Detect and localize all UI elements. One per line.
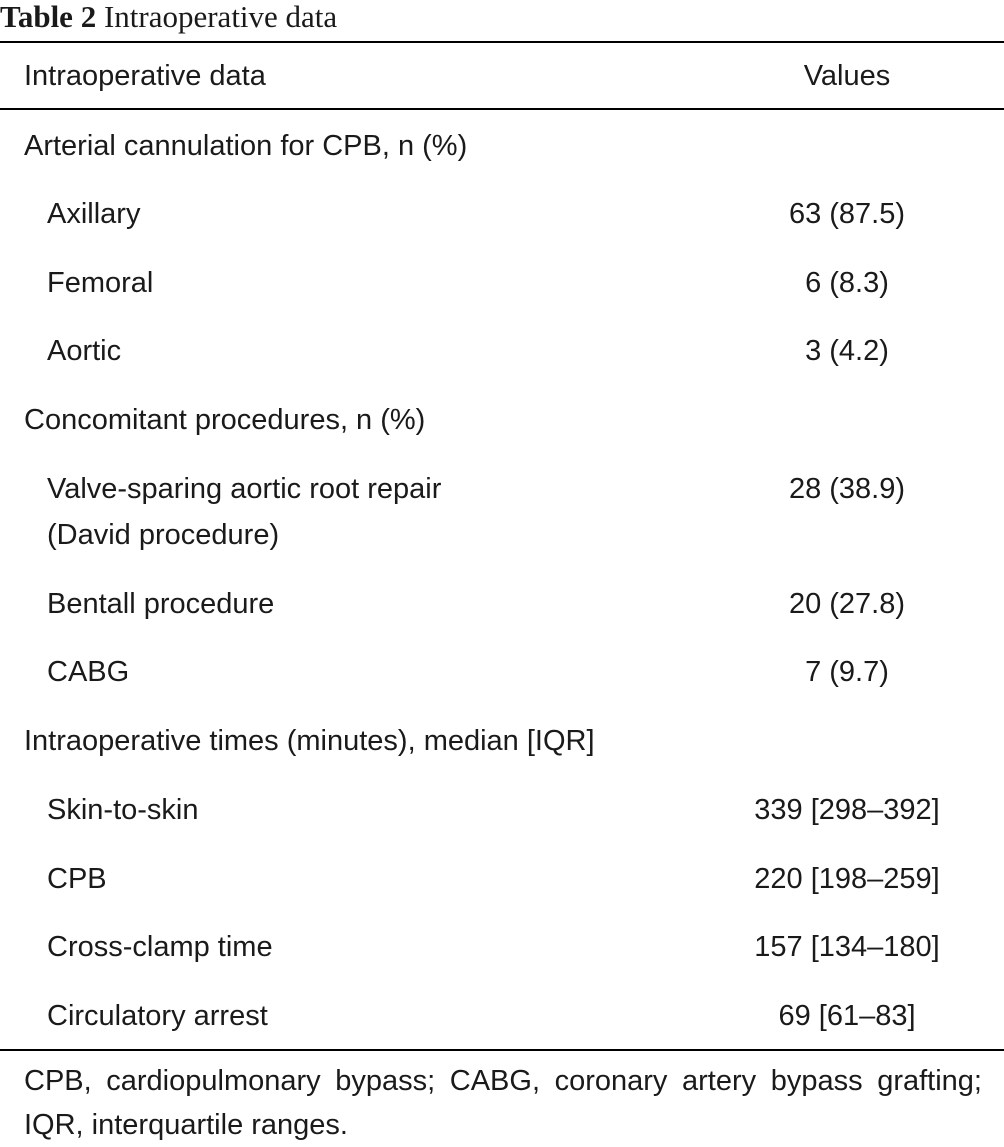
- section-label: Concomitant procedures, n (%): [24, 404, 426, 436]
- bottom-rule: [0, 1049, 1004, 1051]
- table-footnote: CPB, cardiopulmonary bypass; CABG, coron…: [24, 1065, 982, 1141]
- row-value: 339 [298–392]: [754, 794, 940, 826]
- section-label: Arterial cannulation for CPB, n (%): [24, 130, 468, 162]
- row-label-line2: (David procedure): [47, 519, 280, 551]
- row-value: 20 (27.8): [788, 588, 906, 620]
- row-value: 3 (4.2): [805, 335, 889, 367]
- row-value: 28 (38.9): [788, 473, 906, 505]
- row-label: CPB: [47, 863, 107, 895]
- row-value: 157 [134–180]: [754, 931, 940, 963]
- row-value: 69 [61–83]: [778, 1000, 916, 1032]
- row-value: 63 (87.5): [788, 198, 906, 230]
- table-number: Table 2: [0, 0, 97, 34]
- header-rule: [0, 108, 1004, 110]
- column-header-label: Intraoperative data: [24, 60, 266, 92]
- row-value: 220 [198–259]: [754, 863, 940, 895]
- row-label: Bentall procedure: [47, 588, 275, 620]
- row-label: Femoral: [47, 267, 154, 299]
- row-value: 7 (9.7): [805, 656, 889, 688]
- row-label: Cross-clamp time: [47, 931, 273, 963]
- table-caption: Table 2 Intraoperative data: [0, 0, 337, 40]
- row-label: Aortic: [47, 335, 122, 367]
- row-label: Axillary: [47, 198, 141, 230]
- row-label: Valve-sparing aortic root repair: [47, 473, 442, 505]
- column-header-values: Values: [803, 60, 891, 92]
- row-label: Circulatory arrest: [47, 1000, 268, 1032]
- section-label: Intraoperative times (minutes), median […: [24, 725, 595, 757]
- table-title: Intraoperative data: [103, 0, 338, 34]
- row-label: CABG: [47, 656, 130, 688]
- top-rule: [0, 41, 1004, 43]
- row-label: Skin-to-skin: [47, 794, 199, 826]
- row-value: 6 (8.3): [805, 267, 889, 299]
